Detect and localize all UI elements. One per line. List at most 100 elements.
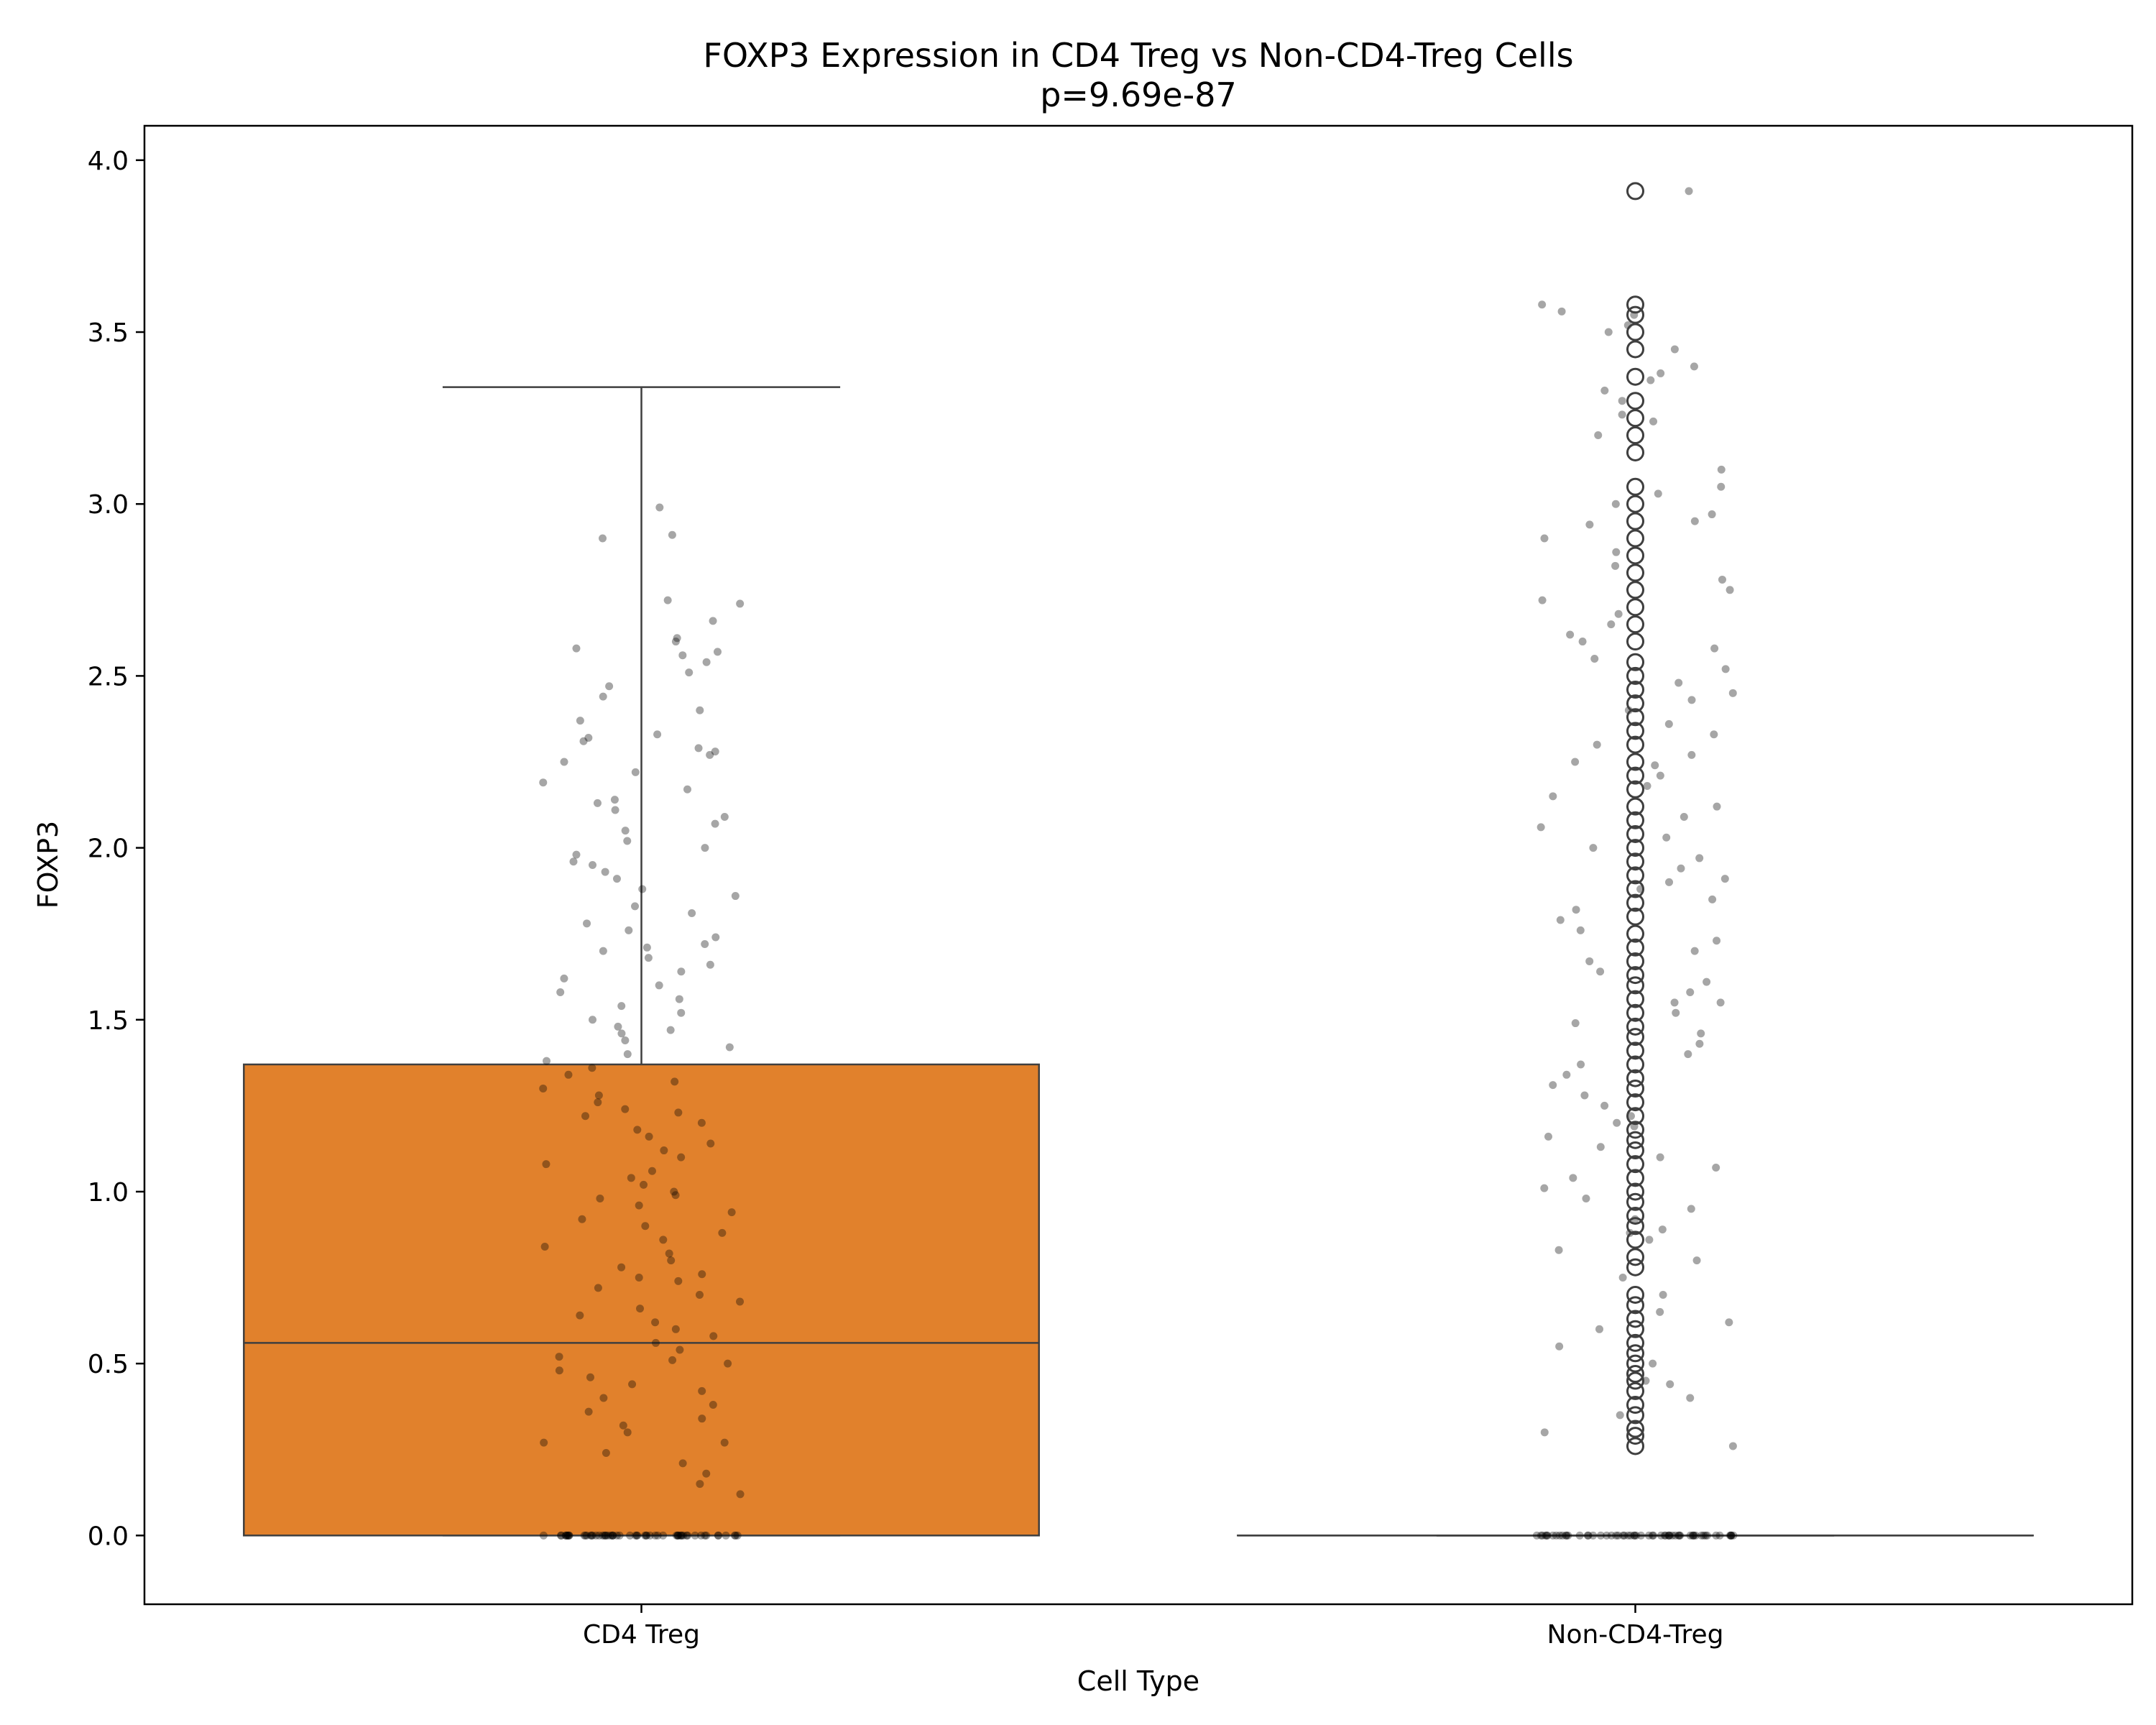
strip-point (614, 1022, 622, 1031)
outlier-point (1626, 340, 1644, 359)
strip-point (617, 1029, 626, 1038)
strip-point (736, 1490, 745, 1499)
strip-point (540, 1242, 549, 1251)
strip-point (674, 1531, 683, 1540)
strip-point (612, 1531, 621, 1540)
strip-point (623, 1428, 632, 1437)
strip-point (1562, 1070, 1571, 1079)
strip-point (602, 1531, 610, 1540)
strip-point (645, 1132, 653, 1141)
strip-point (1556, 916, 1565, 924)
strip-point (1594, 431, 1603, 440)
strip-point (714, 1531, 722, 1540)
strip-point (1680, 813, 1688, 822)
strip-point (576, 1311, 584, 1320)
strip-point (1661, 1531, 1669, 1540)
strip-point (1584, 1531, 1593, 1540)
y-tick-label: 2.0 (88, 834, 129, 864)
outlier-point (1626, 409, 1644, 428)
strip-point (1727, 1531, 1736, 1540)
strip-point (1549, 792, 1557, 801)
strip-point (668, 1356, 677, 1364)
strip-point (1690, 362, 1698, 371)
strip-point (674, 1276, 683, 1285)
y-tick-label: 0.0 (88, 1522, 129, 1551)
strip-point (565, 1531, 573, 1540)
strip-point (580, 1531, 589, 1540)
strip-point (683, 1531, 692, 1540)
strip-point (556, 988, 565, 996)
outlier-point (1626, 1354, 1644, 1373)
strip-point (697, 1118, 706, 1127)
strip-point (581, 1112, 590, 1121)
strip-point (698, 1270, 706, 1279)
strip-point (1686, 988, 1695, 996)
strip-point (1721, 665, 1730, 673)
strip-point (1654, 489, 1662, 498)
strip-point (1596, 967, 1605, 976)
plot-frame (143, 124, 2134, 1606)
strip-point (1687, 750, 1696, 759)
strip-point (711, 933, 720, 942)
outlier-point (1626, 1131, 1644, 1149)
chart-title: FOXP3 Expression in CD4 Treg vs Non-CD4-… (703, 36, 1573, 75)
strip-point (1549, 1081, 1557, 1090)
strip-point (701, 940, 709, 949)
strip-point (642, 1531, 651, 1540)
strip-point (688, 908, 696, 917)
strip-point (668, 530, 676, 539)
strip-point (1580, 1091, 1589, 1100)
strip-point (1692, 1256, 1701, 1265)
strip-point (542, 1160, 550, 1169)
strip-point (561, 1531, 570, 1540)
strip-point (1674, 1531, 1683, 1540)
strip-point (560, 974, 568, 983)
strip-point (1569, 1174, 1577, 1182)
strip-point (555, 1366, 563, 1375)
strip-point (1687, 696, 1696, 704)
strip-point (1712, 1163, 1720, 1172)
strip-point (1596, 1143, 1605, 1151)
strip-point (682, 1531, 691, 1540)
strip-point (695, 1290, 704, 1299)
strip-point (714, 1531, 723, 1540)
strip-point (594, 1091, 603, 1100)
strip-point (1672, 1008, 1680, 1017)
strip-point (625, 926, 633, 934)
outlier-point (1626, 443, 1644, 461)
strip-point (1687, 1205, 1695, 1213)
strip-point (1618, 397, 1626, 405)
strip-point (1540, 534, 1549, 543)
strip-point (621, 1036, 630, 1044)
strip-point (701, 1531, 709, 1540)
outlier-point (1626, 1079, 1644, 1098)
strip-point (615, 1531, 624, 1540)
strip-point (1600, 1101, 1609, 1110)
outlier-point (1626, 1406, 1644, 1425)
outlier-point (1626, 1017, 1644, 1036)
strip-point (671, 1191, 680, 1200)
strip-point (636, 1305, 645, 1313)
strip-point (691, 1531, 699, 1540)
strip-point (702, 1531, 711, 1540)
strip-point (1717, 482, 1726, 491)
strip-point (720, 1438, 729, 1447)
strip-point (653, 730, 662, 739)
plot-area (243, 182, 2034, 1540)
strip-point (1576, 926, 1585, 934)
strip-point (1666, 1380, 1674, 1389)
strip-point (1690, 517, 1699, 525)
strip-point (555, 1353, 563, 1361)
strip-point (1664, 1531, 1673, 1540)
outlier-point (1626, 797, 1644, 816)
outlier-point (1626, 1248, 1644, 1266)
strip-point (1626, 1112, 1635, 1121)
strip-point (1542, 1531, 1551, 1540)
outlier-point (1626, 708, 1644, 727)
strip-point (696, 706, 704, 714)
outlier-point (1626, 766, 1644, 785)
strip-point (599, 692, 607, 701)
strip-point (644, 954, 653, 962)
strip-point (642, 943, 651, 952)
